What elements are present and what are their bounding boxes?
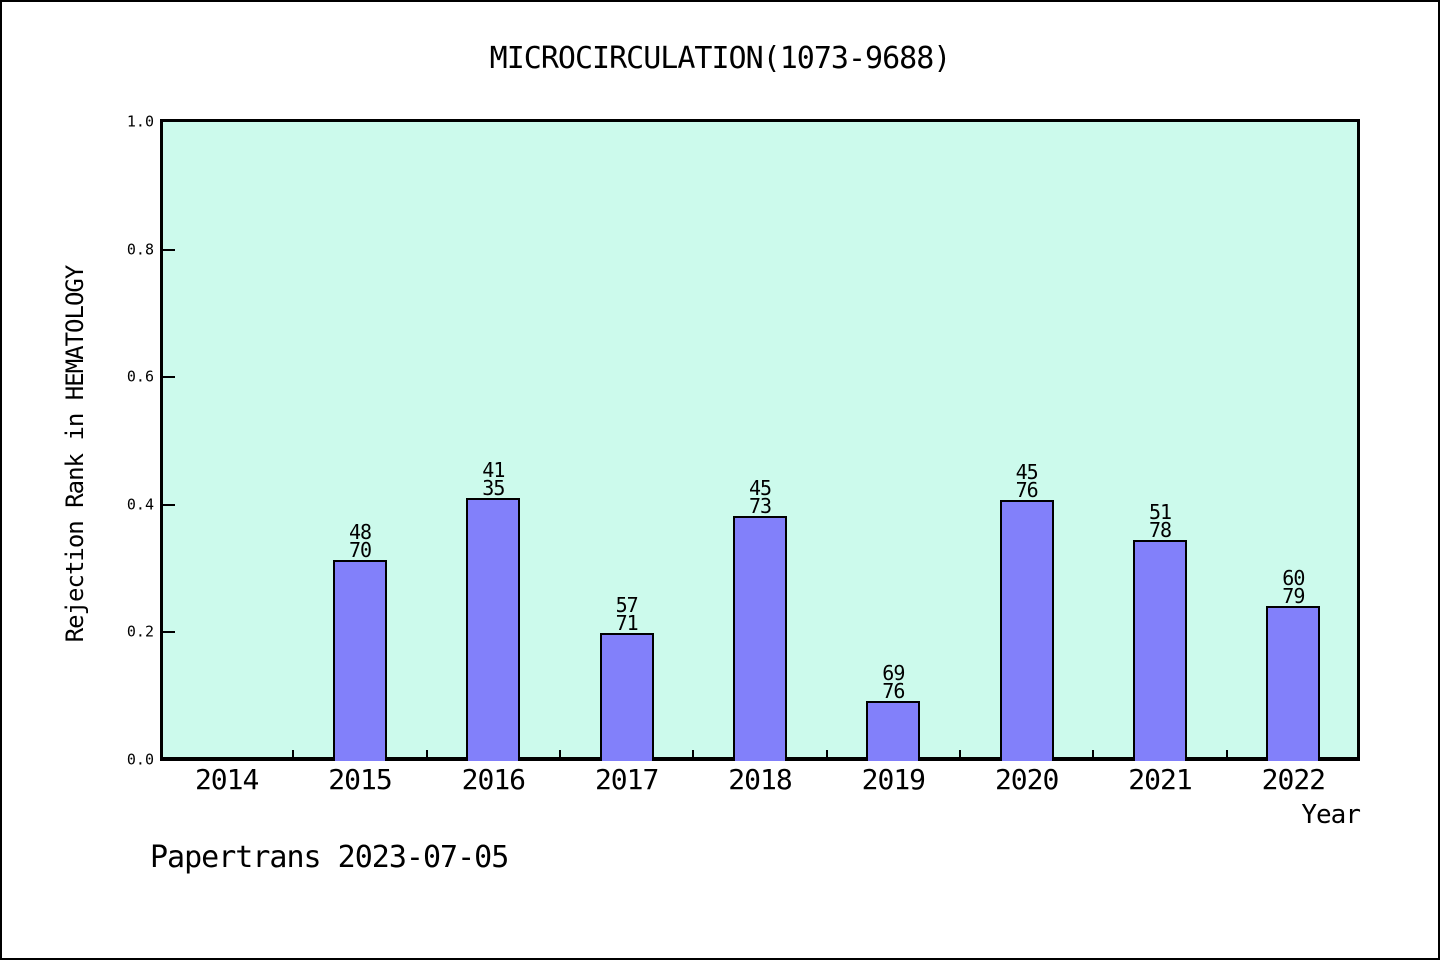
- bar-value-label: 41 35: [433, 458, 553, 501]
- y-tick-mark: [163, 376, 175, 379]
- bar-value-line: 79: [1282, 584, 1305, 609]
- y-tick-label: 0.8: [126, 240, 154, 259]
- bar-value-line: 78: [1148, 517, 1172, 542]
- bar-value-label: 45 73: [700, 476, 820, 519]
- x-tick-mark: [1092, 750, 1095, 760]
- x-tick-label: 2020: [994, 763, 1059, 796]
- y-tick-label: 0.2: [126, 622, 154, 641]
- x-tick-mark: [1225, 750, 1228, 760]
- bar: [733, 516, 787, 761]
- y-tick-label: 1.0: [126, 112, 154, 131]
- x-tick-mark: [959, 750, 961, 760]
- bar-value-line: 60: [1282, 566, 1305, 591]
- bar-value-line: 71: [615, 611, 639, 636]
- bar: [599, 633, 654, 761]
- bar-value-label: 51 78: [1100, 499, 1220, 542]
- x-tick-label: 2014: [194, 763, 259, 796]
- x-tick-mark: [825, 750, 828, 760]
- x-tick-mark: [292, 750, 295, 760]
- y-axis-title: Rejection Rank in HEMATOLOGY: [61, 265, 89, 643]
- y-tick-label: 0.0: [126, 750, 154, 769]
- bar-value-line: 73: [748, 494, 772, 519]
- y-tick-mark: [163, 248, 175, 251]
- x-tick-mark: [425, 750, 428, 760]
- bar: [466, 498, 521, 761]
- bar-value-label: 69 76: [833, 660, 953, 703]
- bar-value-label: 57 71: [567, 593, 687, 636]
- footer-watermark: Papertrans 2023-07-05: [150, 840, 509, 875]
- chart-title: MICROCIRCULATION(1073-9688): [489, 41, 952, 76]
- y-tick-mark: [163, 503, 175, 506]
- x-tick-label: 2017: [594, 763, 659, 796]
- bar: [1266, 606, 1321, 761]
- bar-value-line: 45: [748, 476, 772, 501]
- bar: [1133, 539, 1187, 761]
- bar-value-line: 48: [348, 519, 372, 544]
- bar: [333, 559, 387, 761]
- bar-value-line: 70: [348, 537, 372, 562]
- bar: [866, 700, 921, 761]
- y-tick-label: 0.6: [126, 367, 154, 386]
- x-tick-label: 2015: [328, 763, 392, 796]
- x-tick-label: 2016: [461, 763, 526, 796]
- x-tick-label: 2019: [861, 763, 926, 796]
- bar-value-line: 45: [1015, 460, 1039, 485]
- bar-value-label: 60 79: [1233, 566, 1353, 609]
- bar-value-line: 69: [882, 660, 905, 685]
- bar: [999, 500, 1054, 761]
- x-tick-mark: [692, 750, 695, 760]
- bar-value-line: 35: [482, 476, 505, 501]
- x-tick-label: 2018: [728, 763, 792, 796]
- x-axis-title: Year: [1301, 800, 1361, 830]
- bar-value-line: 51: [1148, 499, 1172, 524]
- bar-value-line: 41: [482, 458, 505, 483]
- x-tick-label: 2021: [1128, 763, 1192, 796]
- y-tick-label: 0.4: [126, 495, 154, 514]
- x-tick-mark: [559, 750, 561, 760]
- bar-value-line: 76: [1015, 478, 1039, 503]
- x-tick-label: 2022: [1261, 763, 1326, 796]
- bar-value-label: 45 76: [967, 460, 1087, 503]
- y-tick-mark: [163, 631, 175, 634]
- bar-value-label: 48 70: [300, 519, 420, 562]
- bar-value-line: 76: [882, 678, 905, 703]
- bar-value-line: 57: [615, 593, 639, 618]
